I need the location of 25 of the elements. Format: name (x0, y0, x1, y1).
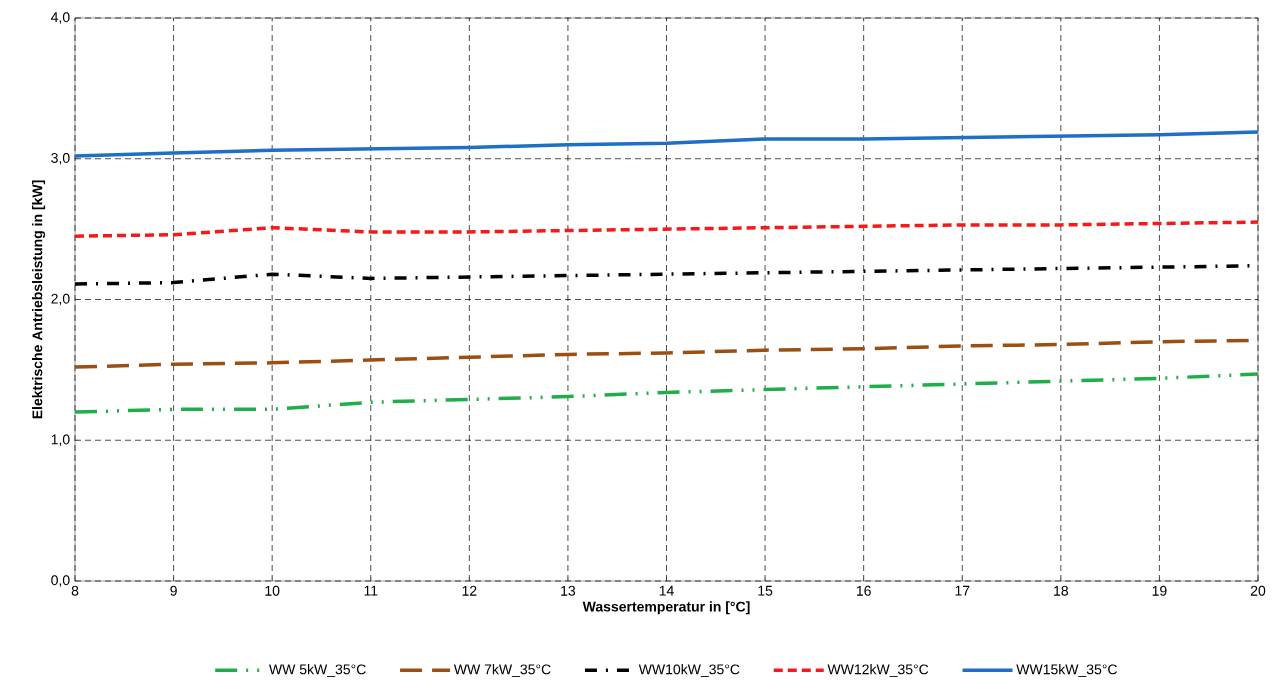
y-tick-label: 0,0 (51, 575, 70, 587)
x-tick-label: 20 (1250, 585, 1266, 596)
x-tick-label: 15 (758, 585, 773, 596)
x-tick-label: 9 (170, 585, 177, 596)
y-tick-label: 2,0 (51, 293, 70, 306)
x-tick-label: 13 (561, 585, 576, 596)
legend-label: WW15kW_35°C (1016, 664, 1118, 677)
x-tick-label: 17 (955, 585, 970, 596)
x-axis-title: Wassertemperatur in [°C] (582, 601, 750, 615)
x-tick-label: 18 (1054, 585, 1069, 596)
x-tick-label: 16 (856, 585, 871, 596)
x-tick-label: 12 (462, 585, 477, 596)
x-tick-label: 19 (1152, 585, 1167, 596)
x-tick-label: 8 (71, 585, 79, 596)
x-tick-label: 10 (265, 585, 280, 596)
y-tick-label: 1,0 (51, 434, 70, 447)
x-tick-label: 14 (659, 585, 674, 596)
legend-label: WW 5kW_35°C (269, 664, 366, 677)
legend-label: WW12kW_35°C (827, 664, 929, 677)
legend-label: WW 7kW_35°C (453, 664, 551, 677)
y-axis-title: Elektrische Antriebsleistung in [kW] (32, 180, 46, 419)
y-tick-label: 4,0 (50, 12, 70, 24)
legend-label: WW10kW_35°C (638, 664, 740, 677)
x-tick-label: 11 (364, 585, 378, 596)
y-tick-label: 3,0 (51, 152, 70, 165)
